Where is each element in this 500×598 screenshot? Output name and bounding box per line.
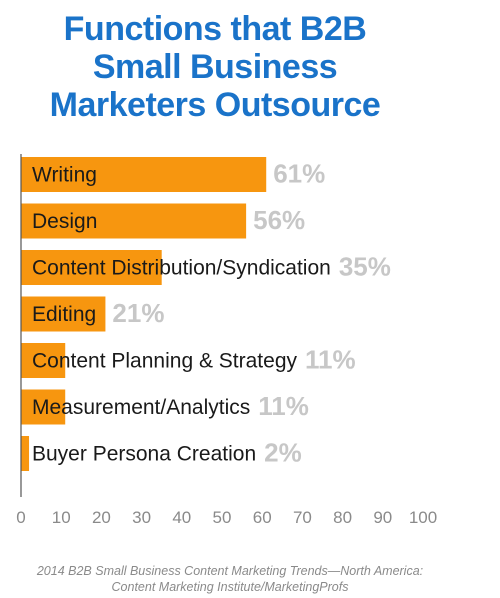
x-tick-label: 90 [373,508,392,527]
bar [21,203,247,239]
x-tick-label: 20 [92,508,111,527]
bars-layer [21,157,267,471]
x-tick-label: 50 [213,508,232,527]
value-label: 61% [273,159,325,189]
x-tick-label: 30 [132,508,151,527]
x-tick-label: 100 [409,508,437,527]
category-label: Buyer Persona Creation [32,443,256,466]
value-label: 56% [253,205,305,235]
value-label: 2% [264,438,302,468]
bar [21,296,106,332]
bar [21,389,66,425]
category-label: Content Distribution/Syndication [32,257,331,280]
category-label: Design [32,210,97,233]
x-tick-label: 0 [16,508,25,527]
source-line-2: Content Marketing Institute/MarketingPro… [111,580,349,594]
bar [21,250,162,285]
x-tick-label: 10 [52,508,71,527]
category-labels-layer: Writing Design Content Distribution/Syndic… [32,164,331,466]
chart-title-line-2: Small Business [92,48,338,86]
chart-title-line-1: Functions that B2B [63,10,367,48]
x-tick-label: 60 [253,508,272,527]
value-label: 35% [339,252,391,282]
category-label: Measurement/Analytics [32,396,250,419]
bar [21,436,30,471]
category-label: Content Planning & Strategy [32,350,298,373]
value-label: 21% [112,298,164,328]
source-note: 2014 B2B Small Business Content Marketin… [0,563,460,595]
chart-title: Functions that B2B Small Business Market… [0,10,430,124]
x-tick-label: 40 [172,508,191,527]
bar [21,157,267,192]
chart-title-line-3: Marketers Outsource [49,86,381,124]
value-labels-layer: 61% 56% 35% 21% 11% 11% 2% [112,159,390,468]
source-line-1: 2014 B2B Small Business Content Marketin… [36,564,424,578]
x-tick-label: 80 [333,508,352,527]
x-axis: 0 10 20 30 40 50 60 70 80 90 100 [16,154,437,527]
category-label: Editing [32,303,96,326]
value-label: 11% [258,391,309,421]
value-label: 11% [305,345,356,375]
x-tick-label: 70 [293,508,312,527]
category-label: Writing [32,164,97,187]
bar [21,343,66,378]
